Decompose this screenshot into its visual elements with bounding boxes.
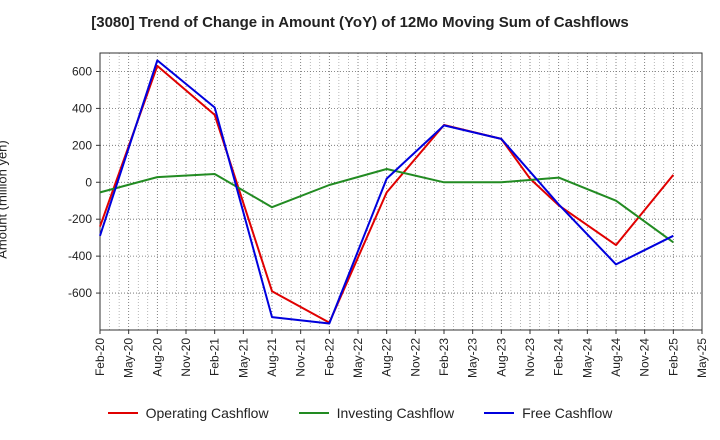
x-tick-label: May-22 xyxy=(351,338,365,378)
legend: Operating Cashflow Investing Cashflow Fr… xyxy=(0,405,720,421)
legend-label-investing: Investing Cashflow xyxy=(336,405,455,421)
legend-item-investing: Investing Cashflow xyxy=(298,405,455,421)
x-tick-label: Aug-24 xyxy=(609,338,623,377)
y-tick-label: -600 xyxy=(68,286,92,300)
x-tick-label: Feb-20 xyxy=(93,338,107,376)
legend-swatch-free xyxy=(484,412,515,414)
x-tick-label: Nov-24 xyxy=(638,338,652,377)
y-tick-label: 400 xyxy=(72,101,92,115)
chart-title: [3080] Trend of Change in Amount (YoY) o… xyxy=(91,14,629,31)
legend-label-operating: Operating Cashflow xyxy=(145,405,269,421)
x-tick-label: Aug-21 xyxy=(265,338,279,377)
y-tick-label: 600 xyxy=(72,64,92,78)
x-tick-label: May-23 xyxy=(466,338,480,378)
legend-item-operating: Operating Cashflow xyxy=(107,405,269,421)
x-tick-label: May-25 xyxy=(695,338,709,378)
y-tick-label: 200 xyxy=(72,138,92,152)
legend-label-free: Free Cashflow xyxy=(522,405,613,421)
legend-swatch-operating xyxy=(107,412,138,414)
x-tick-label: May-24 xyxy=(580,338,594,378)
x-tick-label: Nov-21 xyxy=(294,338,308,377)
x-tick-label: Aug-23 xyxy=(494,338,508,377)
series-line-free-cashflow xyxy=(99,59,674,325)
x-tick-label: May-21 xyxy=(236,338,250,378)
y-tick-label: -200 xyxy=(68,212,92,226)
x-tick-label: May-20 xyxy=(122,338,136,378)
x-tick-label: Feb-25 xyxy=(666,338,680,376)
legend-item-free: Free Cashflow xyxy=(484,405,612,421)
x-tick-label: Feb-24 xyxy=(552,338,566,376)
series-line-operating-cashflow xyxy=(99,64,675,324)
x-tick-label: Feb-23 xyxy=(437,338,451,376)
series-line-investing-cashflow xyxy=(99,168,674,244)
y-tick-label: -400 xyxy=(68,249,92,263)
x-tick-label: Aug-22 xyxy=(380,338,394,377)
x-tick-label: Nov-22 xyxy=(408,338,422,377)
x-tick-label: Feb-21 xyxy=(208,338,222,376)
x-tick-label: Nov-23 xyxy=(523,338,537,377)
legend-swatch-investing xyxy=(298,412,329,414)
x-tick-label: Feb-22 xyxy=(322,338,336,376)
x-tick-label: Nov-20 xyxy=(179,338,193,377)
y-tick-label: 0 xyxy=(85,175,92,189)
plot-area xyxy=(100,53,702,330)
x-tick-label: Aug-20 xyxy=(150,338,164,377)
